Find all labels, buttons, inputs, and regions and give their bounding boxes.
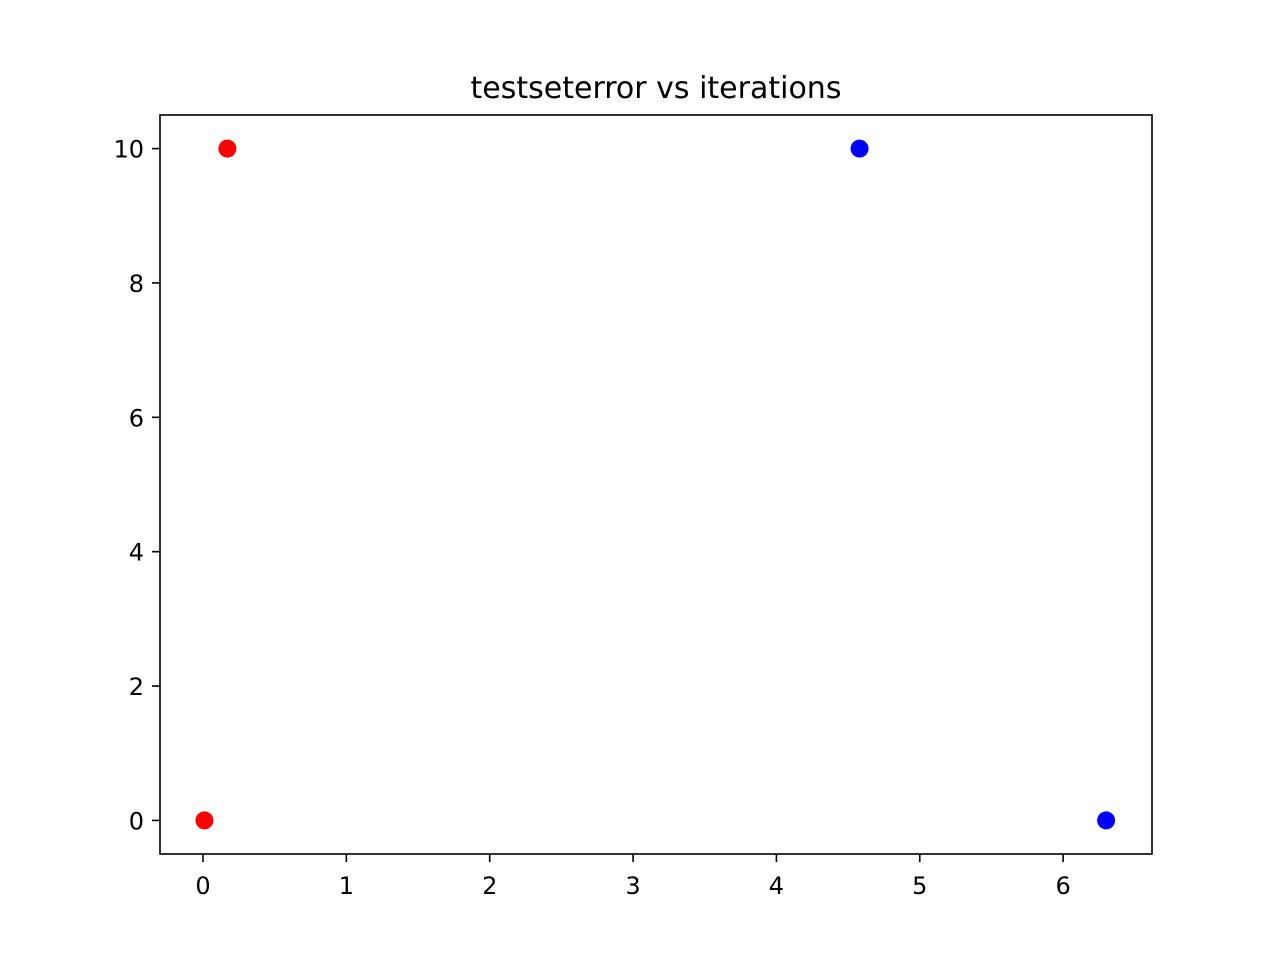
x-tick-label: 1 — [339, 872, 354, 900]
x-tick-label: 0 — [195, 872, 210, 900]
scatter-point-0-0 — [195, 811, 214, 830]
scatter-point-1-1 — [1097, 811, 1116, 830]
chart-title: testseterror vs iterations — [471, 71, 842, 106]
y-tick-label: 0 — [129, 807, 144, 835]
x-tick-label: 5 — [912, 872, 927, 900]
y-axis-ticks: 0 2 4 6 8 10 — [113, 136, 160, 835]
x-tick-label: 3 — [625, 872, 640, 900]
points-layer — [195, 139, 1116, 830]
y-tick-label: 6 — [129, 404, 144, 432]
x-tick-label: 6 — [1055, 872, 1070, 900]
y-tick-label: 10 — [113, 136, 144, 164]
x-tick-label: 2 — [482, 872, 497, 900]
plot-frame — [159, 114, 1153, 855]
scatter-point-0-1 — [218, 139, 237, 158]
y-tick-label: 4 — [129, 539, 144, 567]
y-tick-label: 8 — [129, 270, 144, 298]
plot-area — [160, 115, 1152, 854]
x-axis-ticks: 0 1 2 3 4 5 6 — [195, 854, 1071, 900]
scatter-point-1-0 — [850, 139, 869, 158]
y-tick-label: 2 — [129, 673, 144, 701]
x-tick-label: 4 — [769, 872, 784, 900]
